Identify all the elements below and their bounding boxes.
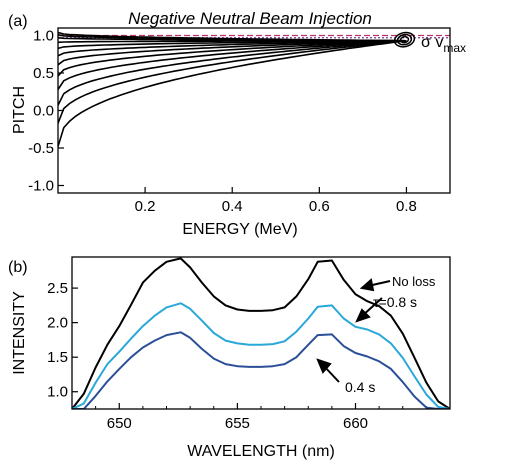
energy-tick-label: 0.2 xyxy=(135,198,156,215)
intensity-series-0 xyxy=(72,257,450,409)
panel-b-axes: 650 655 660 1.0 1.5 2.0 2.5 xyxy=(47,280,451,432)
birth-contour xyxy=(393,31,416,48)
energy-axis-label: ENERGY (MeV) xyxy=(182,221,297,238)
pitch-curve xyxy=(58,40,407,124)
sigma-v-text: σ v xyxy=(421,34,443,51)
panel-a-axes: 0.2 0.4 0.6 0.8 -1.0 -0.5 0.0 0.5 1.0 xyxy=(28,28,417,216)
tau-08-label: τ=0.8 s xyxy=(373,294,417,310)
pitch-tick-label: -0.5 xyxy=(28,140,54,157)
tau-04-arrowhead xyxy=(316,358,332,374)
panel-a: (a) Negative Neutral Beam Injection σ vm… xyxy=(8,9,466,238)
pitch-tick-label: 1.0 xyxy=(33,28,54,45)
pitch-curve xyxy=(58,31,407,42)
intensity-series-1 xyxy=(72,302,450,409)
panel-a-frame xyxy=(57,27,451,194)
wavelength-axis-label: WAVELENGTH (nm) xyxy=(187,443,335,460)
pitch-curve xyxy=(58,40,407,90)
pitch-axis-label: PITCH xyxy=(11,86,28,134)
energy-tick-label: 0.6 xyxy=(309,198,330,215)
pitch-tick-label: -1.0 xyxy=(28,178,54,195)
pitch-curve xyxy=(58,40,407,106)
tau-04-label: 0.4 s xyxy=(345,379,375,395)
intensity-tick-label: 2.5 xyxy=(47,280,68,297)
panel-b-frame xyxy=(71,256,451,410)
energy-tick-label: 0.8 xyxy=(396,198,417,215)
intensity-tick-label: 1.5 xyxy=(47,349,68,366)
no-loss-arrowhead xyxy=(359,278,375,292)
birth-contour xyxy=(396,33,413,46)
max-subscript: max xyxy=(443,41,466,55)
intensity-tick-label: 1.0 xyxy=(47,384,68,401)
wavelength-tick-label: 650 xyxy=(107,415,132,432)
panel-a-label: (a) xyxy=(8,13,28,30)
intensity-series-2 xyxy=(72,331,450,409)
wavelength-tick-label: 655 xyxy=(225,415,250,432)
birth-contour xyxy=(399,35,410,44)
pitch-tick-label: 0.5 xyxy=(33,65,54,82)
panel-b-label: (b) xyxy=(8,259,28,276)
intensity-tick-label: 2.0 xyxy=(47,315,68,332)
intensity-curves xyxy=(72,257,450,409)
intensity-axis-label: INTENSITY xyxy=(11,291,28,375)
annotation-arrows xyxy=(316,278,391,383)
tau-08-arrowhead xyxy=(355,308,371,323)
wavelength-tick-label: 660 xyxy=(343,415,368,432)
energy-tick-label: 0.4 xyxy=(222,198,243,215)
pitch-curve xyxy=(58,40,407,147)
pitch-curves xyxy=(58,31,450,147)
panel-a-title: Negative Neutral Beam Injection xyxy=(128,9,372,28)
no-loss-label: No loss xyxy=(392,274,436,289)
panel-b: (b) 650 655 660 1.0 1.5 2.0 2.5 WAVELENGTH (nm… xyxy=(8,256,451,460)
pitch-tick-label: 0.0 xyxy=(33,103,54,120)
